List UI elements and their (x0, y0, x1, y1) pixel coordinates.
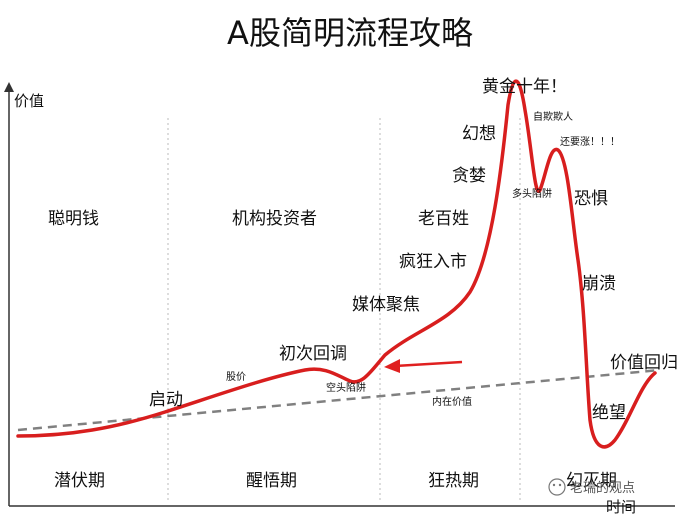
label-greed: 贪婪 (452, 166, 486, 186)
label-value-return: 价值回归 (610, 353, 678, 373)
market-price-curve (16, 79, 657, 449)
wechat-icon-eye-right (558, 483, 562, 487)
label-fear: 恐惧 (574, 189, 608, 209)
label-media: 媒体聚焦 (352, 295, 420, 315)
phase-label-mania: 狂热期 (428, 471, 479, 491)
label-short-trap: 空头陷阱 (326, 381, 366, 394)
intrinsic-value-line (17, 368, 661, 432)
phase-label-awakening: 醒悟期 (246, 471, 297, 491)
label-peak: 黄金十年！ (482, 77, 567, 97)
diagram-title: A股简明流程攻略 (227, 14, 473, 52)
wechat-icon-eye-left (552, 483, 556, 487)
label-stock-price: 股价 (226, 371, 246, 383)
phase-label-latent: 潜伏期 (54, 471, 105, 491)
participant-retail: 老百姓 (418, 209, 469, 229)
label-despair: 绝望 (592, 403, 626, 423)
label-mania: 疯狂入市 (399, 252, 467, 272)
phase-label-disillusion: 幻灭期 (566, 471, 617, 491)
label-bull-trap: 多头陷阱 (512, 187, 552, 200)
participant-smart-money: 聪明钱 (48, 209, 99, 229)
watermark: 老瑞的观点 (548, 478, 635, 496)
y-axis-arrow-icon (4, 82, 14, 92)
participant-institutions: 机构投资者 (232, 209, 317, 229)
label-intrinsic-value: 内在价值 (432, 395, 472, 408)
watermark-text: 老瑞的观点 (570, 480, 635, 496)
label-first-pullback: 初次回调 (279, 344, 347, 364)
short-trap-arrow-head-icon (384, 359, 400, 373)
wechat-icon (548, 478, 566, 496)
label-self-deception: 自欺欺人 (533, 110, 573, 123)
label-start: 启动 (149, 390, 183, 410)
label-still-rising: 还要涨！！！ (560, 136, 620, 148)
label-delusion: 幻想 (462, 124, 496, 144)
label-collapse: 崩溃 (582, 274, 616, 294)
x-axis-label: 时间 (606, 498, 636, 516)
short-trap-arrow (394, 360, 463, 368)
y-axis-label: 价值 (14, 92, 44, 110)
